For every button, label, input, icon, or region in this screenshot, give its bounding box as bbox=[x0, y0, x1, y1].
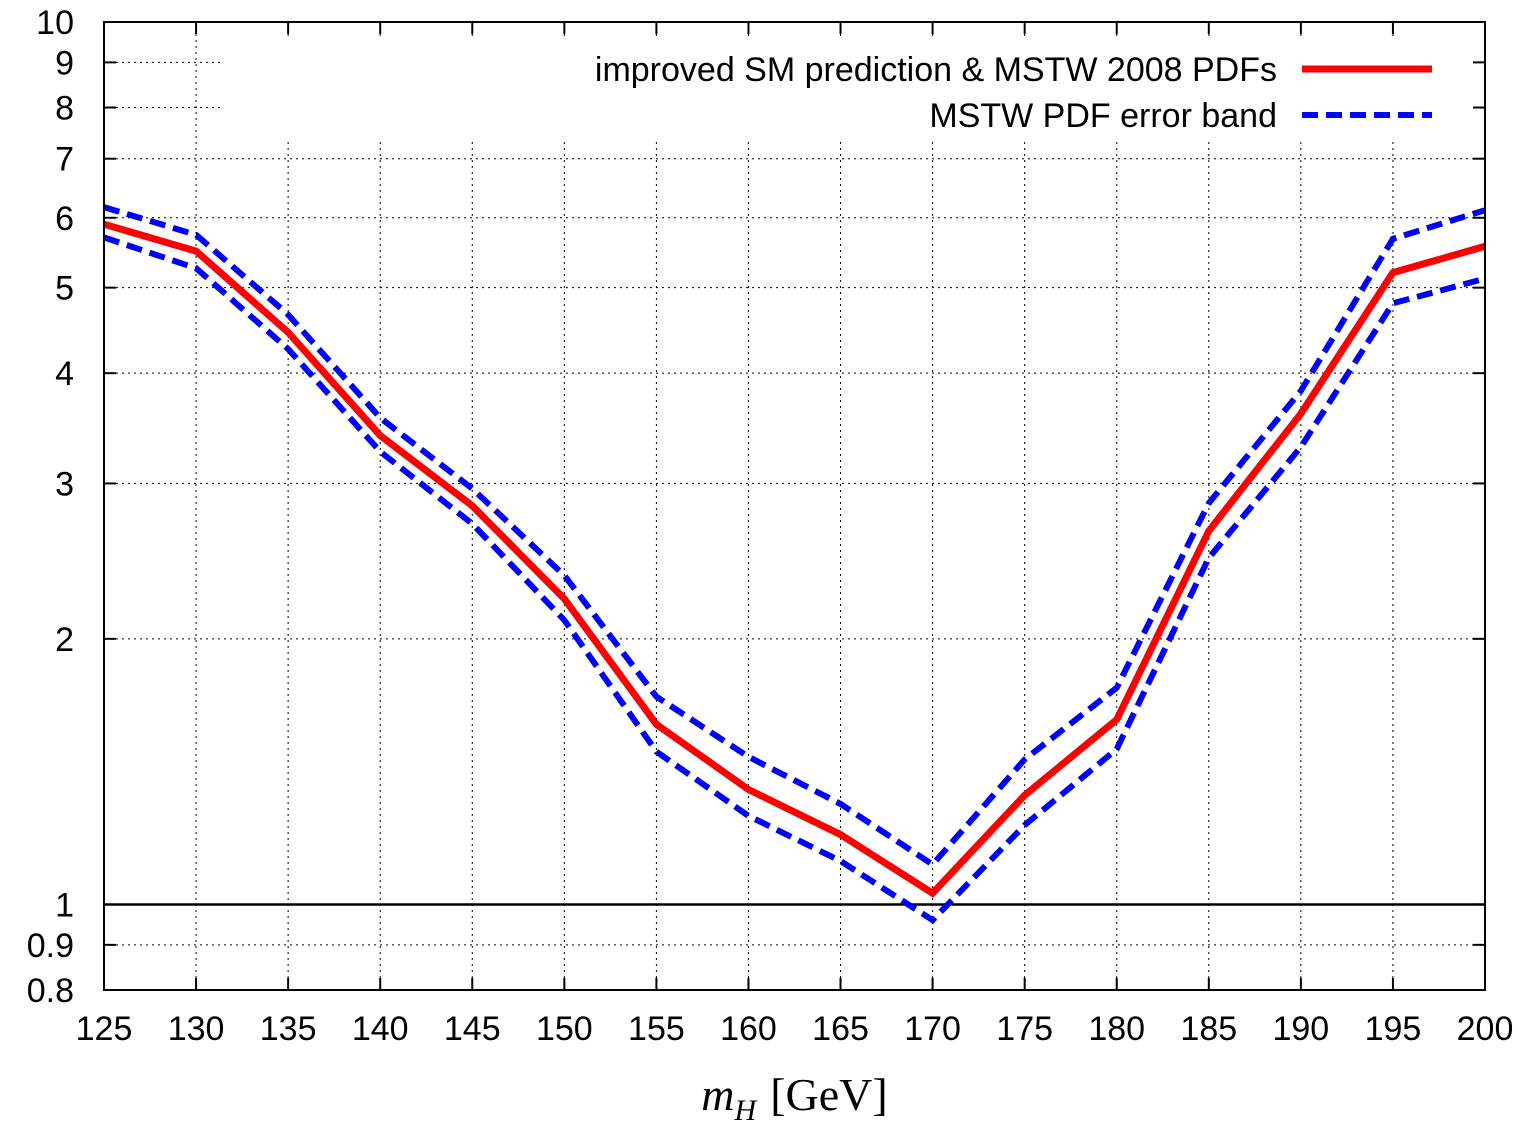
x-axis-label-unit: [GeV] bbox=[770, 1069, 888, 1120]
legend: improved SM prediction & MSTW 2008 PDFs M… bbox=[595, 51, 1432, 135]
x-tick-label: 135 bbox=[260, 1010, 317, 1048]
x-tick-label: 140 bbox=[352, 1010, 409, 1048]
y-tick-label: 0.9 bbox=[27, 927, 74, 965]
legend-background bbox=[222, 40, 1484, 140]
y-tick-label: 8 bbox=[55, 90, 74, 128]
x-tick-label: 145 bbox=[444, 1010, 501, 1048]
x-tick-label: 200 bbox=[1457, 1010, 1514, 1048]
x-axis-label-subscript: H bbox=[734, 1094, 759, 1127]
y-tick-label: 1 bbox=[55, 886, 74, 924]
x-tick-label: 130 bbox=[168, 1010, 225, 1048]
series-line-band bbox=[103, 234, 1486, 924]
y-tick-label: 4 bbox=[55, 355, 74, 393]
x-tick-label: 160 bbox=[720, 1010, 777, 1048]
x-axis-label: mH [GeV] bbox=[701, 1069, 887, 1127]
plot-frame bbox=[103, 21, 1486, 991]
legend-label: MSTW PDF error band bbox=[929, 97, 1277, 135]
legend-box bbox=[222, 40, 1484, 140]
x-tick-label: 180 bbox=[1088, 1010, 1145, 1048]
y-tick-label: 10 bbox=[36, 4, 74, 42]
y-tick-label: 3 bbox=[55, 465, 74, 503]
series-line-prediction bbox=[103, 220, 1486, 898]
grid bbox=[104, 22, 1485, 990]
tick-marks bbox=[103, 21, 1486, 991]
x-tick-label: 165 bbox=[812, 1010, 869, 1048]
y-tick-label: 7 bbox=[55, 141, 74, 179]
x-tick-labels: 125 130 135 140 145 150 155 160 165 170 175 180 185 1… bbox=[76, 1010, 1514, 1048]
series-group bbox=[103, 204, 1486, 924]
y-tick-label: 2 bbox=[55, 621, 74, 659]
x-tick-label: 190 bbox=[1272, 1010, 1329, 1048]
x-tick-label: 150 bbox=[536, 1010, 593, 1048]
x-tick-label: 175 bbox=[996, 1010, 1053, 1048]
series-line-band bbox=[103, 204, 1486, 869]
x-tick-label: 195 bbox=[1365, 1010, 1422, 1048]
x-tick-label: 185 bbox=[1180, 1010, 1237, 1048]
x-tick-label: 125 bbox=[76, 1010, 133, 1048]
legend-label: improved SM prediction & MSTW 2008 PDFs bbox=[595, 51, 1277, 89]
y-tick-label: 0.8 bbox=[27, 972, 74, 1010]
y-tick-label: 9 bbox=[55, 44, 74, 82]
y-tick-label: 5 bbox=[55, 270, 74, 308]
x-tick-label: 155 bbox=[628, 1010, 685, 1048]
x-tick-label: 170 bbox=[904, 1010, 961, 1048]
y-tick-label: 6 bbox=[55, 200, 74, 238]
y-tick-labels: 0.8 0.91 2 3 4 5 6 7 8 910 bbox=[27, 4, 74, 1010]
x-axis-label-variable: m bbox=[701, 1069, 734, 1120]
